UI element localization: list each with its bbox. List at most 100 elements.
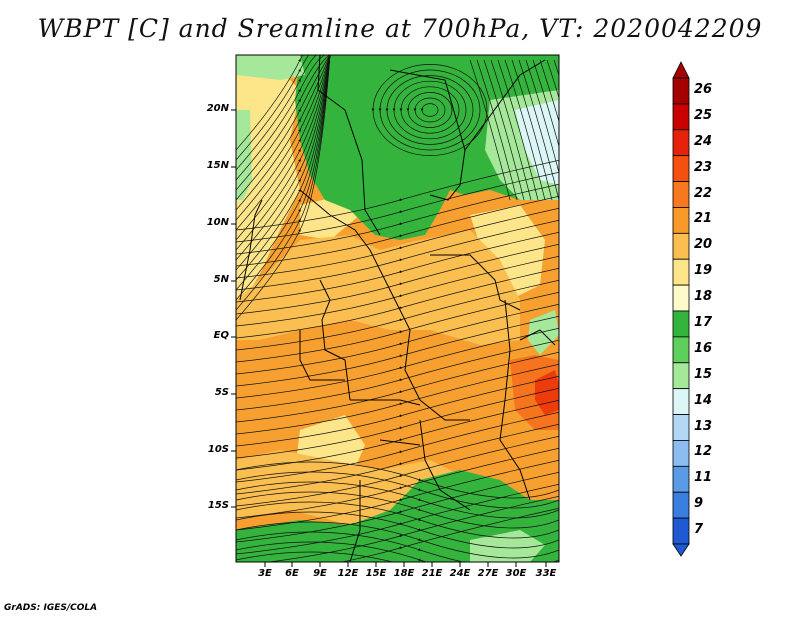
streamline	[236, 521, 559, 559]
colorbar-cell	[672, 388, 690, 415]
colorbar-bottom-arrow	[672, 543, 690, 557]
streamline	[236, 351, 559, 423]
streamline	[236, 207, 559, 279]
streamline	[518, 59, 559, 201]
streamline	[236, 551, 394, 562]
colorbar-cell	[672, 465, 690, 493]
streamline	[483, 59, 525, 201]
streamline	[385, 75, 474, 145]
streamline	[236, 255, 559, 327]
streamline	[236, 55, 331, 201]
colorbar-label: 22	[694, 185, 713, 201]
longitude-label: 30E	[505, 568, 527, 579]
streamline	[340, 507, 559, 562]
streamline	[236, 461, 559, 499]
streamline	[236, 267, 559, 339]
streamline	[236, 195, 559, 267]
streamline	[236, 55, 331, 191]
streamline	[476, 59, 518, 201]
streamline	[236, 55, 331, 221]
streamline	[378, 69, 481, 151]
latitude-label: 10S	[207, 444, 229, 455]
latitude-label: 10N	[206, 217, 229, 228]
colorbar-cell	[672, 517, 690, 545]
streamline	[236, 231, 559, 303]
longitude-label: 24E	[449, 568, 471, 579]
colorbar-cell	[672, 181, 690, 208]
colorbar-cell	[672, 232, 690, 260]
colorbar-label: 15	[694, 366, 713, 382]
country-borders	[239, 55, 556, 562]
colorbar-label: 13	[694, 418, 713, 434]
colorbar-cell	[672, 440, 690, 467]
map-frame	[235, 54, 560, 563]
streamline	[399, 86, 460, 134]
colorbar-label: 20	[694, 237, 713, 253]
colorbar-cell	[672, 77, 690, 105]
latitude-label: 20N	[206, 103, 229, 114]
streamline	[236, 327, 559, 399]
longitude-label: 27E	[477, 568, 499, 579]
colorbar-cell	[672, 258, 690, 286]
longitude-label: 33E	[535, 568, 557, 579]
longitude-label: 6E	[285, 568, 299, 579]
streamline	[236, 399, 559, 471]
streamline	[236, 55, 331, 321]
wbpt-yellow-region	[470, 205, 545, 300]
longitude-label: 3E	[258, 568, 272, 579]
colorbar-cell	[672, 207, 690, 234]
streamline	[371, 64, 488, 156]
streamline	[236, 339, 559, 411]
streamline	[532, 59, 559, 148]
map-title: WBPT [C] and Sreamline at 700hPa, VT: 20…	[37, 14, 763, 43]
streamline	[236, 423, 559, 495]
streamline	[236, 55, 331, 241]
streamline	[236, 243, 559, 315]
streamline	[511, 59, 553, 201]
latitude-label: 5S	[214, 387, 229, 398]
streamline	[236, 183, 559, 255]
latitude-label: 15S	[207, 500, 229, 511]
streamline	[236, 55, 330, 171]
streamline	[525, 59, 559, 175]
streamline	[236, 55, 330, 181]
streamline	[236, 55, 331, 271]
streamline	[236, 55, 330, 151]
colorbar-cell	[672, 155, 690, 182]
streamline	[236, 219, 559, 291]
streamline	[266, 495, 559, 562]
streamline	[236, 55, 331, 291]
streamline	[497, 59, 539, 201]
streamline	[236, 291, 559, 363]
streamline	[413, 97, 446, 123]
streamline	[236, 55, 331, 261]
streamline	[236, 363, 559, 435]
colorbar-cell	[672, 103, 690, 131]
streamline	[236, 531, 559, 562]
streamline	[236, 315, 559, 387]
colorbar-label: 9	[694, 496, 704, 512]
streamline	[236, 55, 331, 281]
streamline	[236, 511, 559, 549]
streamline	[236, 471, 559, 543]
latitude-label: EQ	[213, 330, 229, 341]
colorbar-label: 23	[694, 159, 713, 175]
wbpt-lightgreen-region	[470, 530, 545, 562]
colorbar-cell	[672, 336, 690, 364]
longitude-label: 18E	[393, 568, 415, 579]
colorbar-label: 24	[694, 133, 713, 149]
streamline	[420, 103, 439, 117]
streamline	[236, 411, 559, 483]
streamline	[392, 80, 467, 140]
streamline	[539, 59, 559, 123]
grads-credit: GrADS: IGES/COLA	[4, 603, 98, 613]
streamline	[469, 59, 511, 201]
latitude-label: 15N	[206, 160, 229, 171]
streamline	[236, 471, 559, 509]
streamlines	[236, 55, 559, 562]
colorbar-label: 11	[694, 470, 713, 486]
colorbar-label: 12	[694, 444, 713, 460]
colorbar-label: 25	[694, 107, 713, 123]
longitude-label: 9E	[313, 568, 327, 579]
